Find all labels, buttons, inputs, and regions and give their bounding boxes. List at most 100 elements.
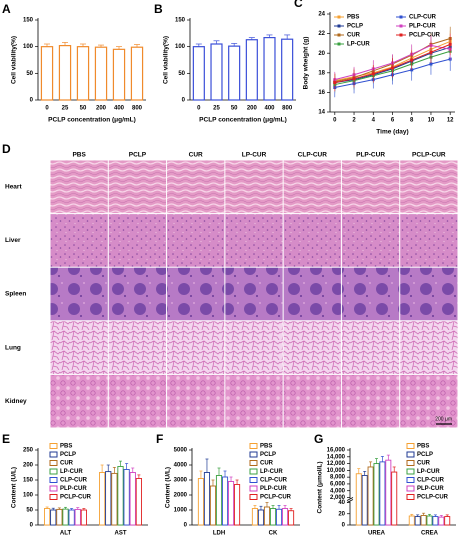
legend-swatch: [406, 451, 415, 458]
y-axis-label: Body wheight (g): [303, 37, 310, 90]
x-tick-label: 12: [447, 118, 454, 124]
legend-swatch: [49, 468, 58, 475]
bar: [444, 516, 451, 526]
panel-label: G: [314, 432, 323, 446]
bar: [62, 508, 69, 526]
histology-image: [283, 321, 341, 374]
y-tick-label: 200: [23, 463, 34, 469]
histology-image: [50, 214, 108, 267]
legend-label: LP-CUR: [60, 469, 83, 475]
histology-image: [225, 321, 283, 374]
y-tick-label: 18: [318, 70, 325, 76]
bar: [385, 459, 392, 526]
legend-marker: [399, 15, 403, 19]
x-tick-label: 200: [96, 106, 107, 112]
legend-swatch: [49, 460, 58, 466]
y-tick-label: 14: [318, 110, 325, 116]
column-label: PCLP-CUR: [412, 152, 446, 159]
histology-image: [167, 267, 225, 321]
panel-label: B: [154, 2, 163, 16]
column-label: CUR: [189, 152, 203, 159]
bar: [117, 466, 124, 526]
bar: [135, 478, 143, 526]
histology-image: [400, 321, 458, 374]
x-tick-label: 8: [410, 118, 414, 124]
x-axis-label: PCLP concentration (μg/mL): [48, 117, 136, 124]
bar: [111, 472, 118, 526]
legend-swatch: [249, 443, 258, 449]
legend-swatch: [406, 443, 415, 449]
bar: [130, 46, 144, 101]
y-tick-label: 4000: [174, 463, 188, 469]
legend-swatch: [406, 485, 415, 492]
bar: [76, 46, 90, 101]
x-tick-label: CREA: [421, 531, 439, 537]
y-tick-label: 4,000: [330, 488, 346, 494]
legend-swatch: [49, 485, 58, 492]
bar: [80, 509, 87, 526]
row-label: Spleen: [5, 291, 26, 298]
y-tick-label: 0: [30, 98, 34, 104]
bar: [414, 516, 421, 526]
legend-label: CUR: [60, 461, 74, 467]
y-tick-label: 16: [318, 90, 325, 96]
bar: [269, 508, 277, 526]
column-label: PBS: [72, 152, 86, 159]
x-tick-label: LDH: [213, 531, 225, 537]
y-tick-label: 150: [23, 18, 34, 24]
legend-swatch: [49, 494, 58, 500]
column-label: PCLP: [129, 152, 147, 159]
y-tick-label: 250: [23, 448, 34, 454]
bar: [56, 508, 63, 526]
y-tick-label: 2,000: [330, 495, 346, 501]
legend-swatch: [249, 494, 258, 500]
x-tick-label: 200: [247, 106, 258, 112]
legend-label: PCLP: [260, 452, 276, 458]
bar: [420, 514, 427, 526]
legend-marker: [399, 33, 403, 37]
bar: [263, 36, 276, 101]
y-tick-label: 5000: [174, 448, 188, 454]
x-tick-label: 50: [80, 106, 87, 112]
histology-image: [225, 214, 283, 267]
x-tick-label: 2: [352, 118, 356, 124]
y-tick-label: 50: [178, 71, 185, 77]
x-tick-label: 800: [282, 106, 293, 112]
bar: [361, 474, 368, 526]
legend-label: CLP-CUR: [260, 478, 288, 484]
y-tick-label: 40: [338, 500, 345, 506]
legend-label: PCLP: [60, 452, 76, 458]
bar: [215, 475, 223, 526]
histology-image: [341, 321, 400, 374]
row-label: Liver: [5, 237, 21, 244]
x-axis-label: PCLP concentration (μg/mL): [199, 117, 287, 124]
point: [333, 81, 337, 85]
legend-marker: [337, 15, 341, 19]
axis-break: [346, 499, 354, 503]
legend-label: CUR: [417, 461, 431, 467]
x-axis-label: Time (day): [376, 129, 408, 136]
x-tick-label: 50: [231, 106, 238, 112]
point: [371, 72, 375, 76]
histology-image: [400, 214, 458, 267]
bar: [112, 48, 126, 101]
bar: [58, 44, 72, 101]
legend-label: PLP-CUR: [417, 486, 444, 492]
bar: [408, 515, 415, 526]
legend-label: CLP-CUR: [60, 478, 88, 484]
bar: [251, 508, 259, 526]
legend-marker: [337, 33, 341, 37]
y-tick-label: 50: [26, 71, 33, 77]
legend-label: PCLP-CUR: [60, 495, 92, 501]
y-tick-label: 12,000: [327, 461, 346, 467]
bar: [233, 484, 241, 526]
x-tick-label: 4: [372, 118, 376, 124]
histology-image: [50, 160, 108, 214]
legend-label: PCLP: [347, 24, 363, 30]
legend-label: PBS: [60, 444, 72, 450]
bar: [44, 508, 51, 526]
bar: [287, 510, 295, 526]
histology-image: [283, 267, 341, 321]
histology-image: [341, 374, 400, 428]
legend-label: CUR: [347, 33, 361, 39]
